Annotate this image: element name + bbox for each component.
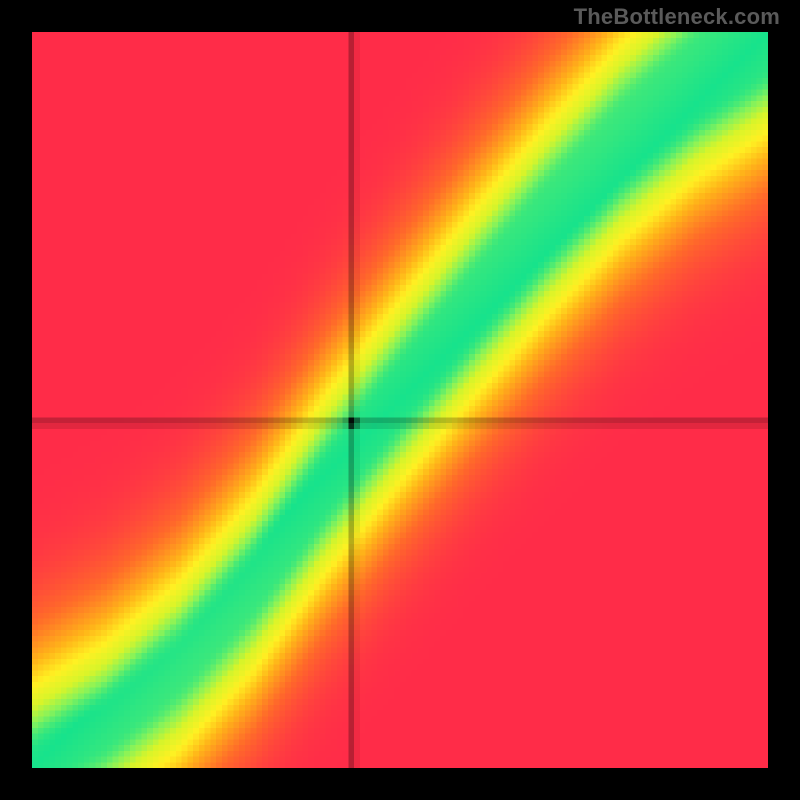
chart-container: TheBottleneck.com	[0, 0, 800, 800]
heatmap-canvas	[32, 32, 768, 768]
watermark-text: TheBottleneck.com	[574, 4, 780, 30]
